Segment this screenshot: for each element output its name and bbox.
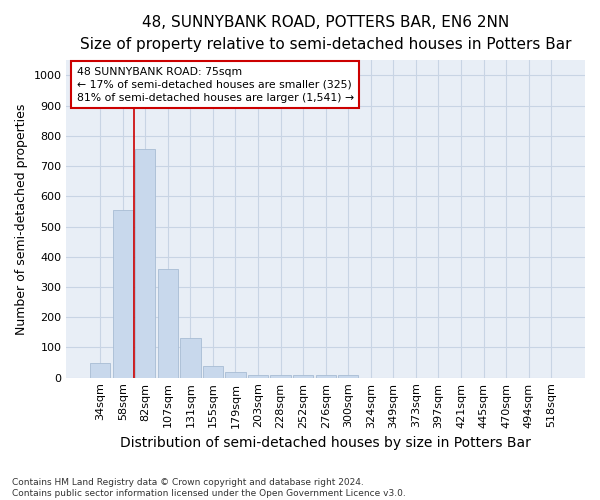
Y-axis label: Number of semi-detached properties: Number of semi-detached properties: [15, 104, 28, 334]
Bar: [180, 338, 200, 378]
Bar: [248, 374, 268, 378]
Bar: [203, 366, 223, 378]
Text: Contains HM Land Registry data © Crown copyright and database right 2024.
Contai: Contains HM Land Registry data © Crown c…: [12, 478, 406, 498]
Bar: [271, 376, 291, 378]
Text: 48 SUNNYBANK ROAD: 75sqm
← 17% of semi-detached houses are smaller (325)
81% of : 48 SUNNYBANK ROAD: 75sqm ← 17% of semi-d…: [77, 66, 354, 103]
Bar: [293, 376, 313, 378]
Bar: [158, 269, 178, 378]
Bar: [226, 372, 245, 378]
Bar: [90, 362, 110, 378]
Bar: [316, 376, 336, 378]
Bar: [338, 374, 358, 378]
Bar: [135, 150, 155, 378]
Bar: [113, 210, 133, 378]
X-axis label: Distribution of semi-detached houses by size in Potters Bar: Distribution of semi-detached houses by …: [120, 436, 531, 450]
Title: 48, SUNNYBANK ROAD, POTTERS BAR, EN6 2NN
Size of property relative to semi-detac: 48, SUNNYBANK ROAD, POTTERS BAR, EN6 2NN…: [80, 15, 571, 52]
